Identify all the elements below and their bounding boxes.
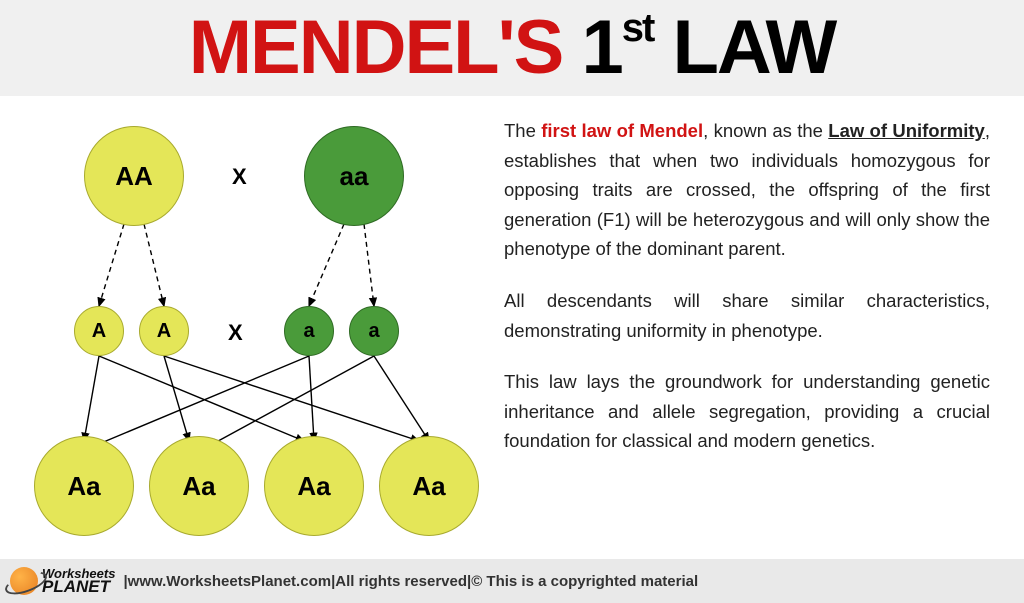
offspring-circle-0: Aa bbox=[34, 436, 134, 536]
planet-icon bbox=[10, 567, 38, 595]
brand-text: Worksheets PLANET bbox=[42, 568, 115, 595]
title-word-mendels: MENDEL'S bbox=[189, 5, 582, 90]
p1-txt-b: , known as the bbox=[703, 120, 828, 141]
header-banner: MENDEL'S 1st LAW bbox=[0, 0, 1024, 96]
p1-law-name: Law of Uniformity bbox=[828, 120, 985, 141]
inheritance-diagram: AAaaAAaaAaAaAaAaXX bbox=[24, 116, 484, 556]
gamete-circle-2: a bbox=[284, 306, 334, 356]
parent-recessive-circle: aa bbox=[304, 126, 404, 226]
offspring-circle-1: Aa bbox=[149, 436, 249, 536]
p1-highlight: first law of Mendel bbox=[541, 120, 703, 141]
title-word-law: LAW bbox=[653, 5, 835, 90]
footer-url: www.WorksheetsPlanet.com bbox=[128, 573, 331, 590]
content-row: AAaaAAaaAaAaAaAaXX The first law of Mend… bbox=[0, 96, 1024, 556]
footer-rights: All rights reserved bbox=[335, 573, 467, 590]
offspring-circle-3: Aa bbox=[379, 436, 479, 536]
title-num: 1 bbox=[581, 5, 621, 90]
paragraph-2: All descendants will share similar chara… bbox=[504, 286, 990, 345]
cross-symbol-parents: X bbox=[232, 164, 247, 190]
offspring-circle-2: Aa bbox=[264, 436, 364, 536]
cross-symbol-gametes: X bbox=[228, 320, 243, 346]
description-column: The first law of Mendel, known as the La… bbox=[484, 116, 1000, 556]
gamete-circle-3: a bbox=[349, 306, 399, 356]
page-title: MENDEL'S 1st LAW bbox=[189, 10, 836, 86]
brand-logo: Worksheets PLANET bbox=[10, 567, 115, 595]
paragraph-1: The first law of Mendel, known as the La… bbox=[504, 116, 990, 264]
p1-txt-a: The bbox=[504, 120, 541, 141]
gamete-circle-0: A bbox=[74, 306, 124, 356]
title-ordinal: st bbox=[622, 6, 654, 50]
footer-bar: Worksheets PLANET | www.WorksheetsPlanet… bbox=[0, 559, 1024, 603]
gamete-circle-1: A bbox=[139, 306, 189, 356]
parent-dominant-circle: AA bbox=[84, 126, 184, 226]
paragraph-3: This law lays the groundwork for underst… bbox=[504, 367, 990, 456]
footer-copyright: © This is a copyrighted material bbox=[471, 573, 698, 590]
brand-bot: PLANET bbox=[42, 579, 115, 594]
